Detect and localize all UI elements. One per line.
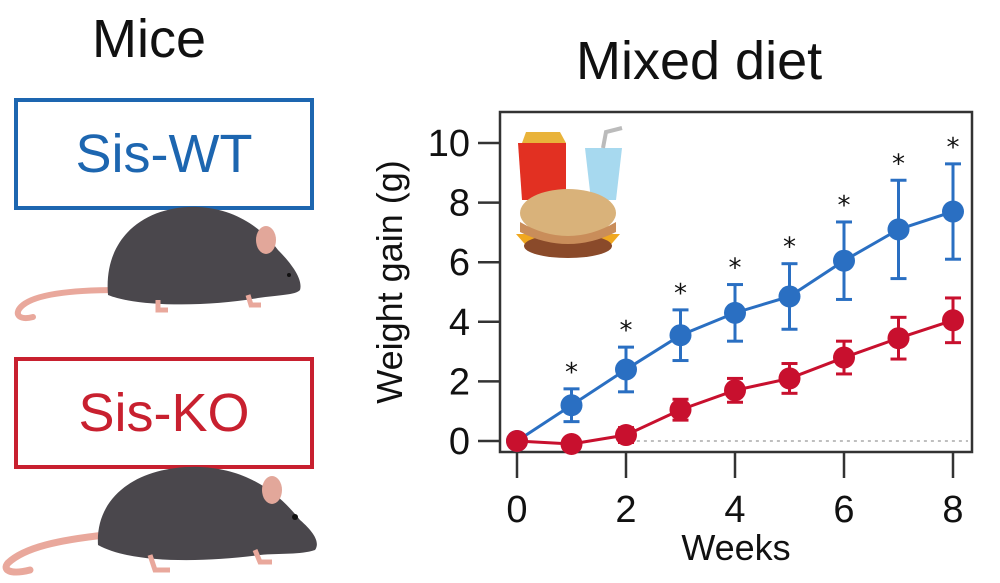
x-tick-label: 6 — [833, 489, 854, 531]
y-tick-label: 10 — [428, 123, 470, 165]
data-point — [506, 430, 528, 452]
y-tick-label: 0 — [449, 421, 470, 463]
data-point — [560, 394, 583, 417]
x-tick-label: 2 — [615, 489, 636, 531]
data-point — [724, 301, 746, 324]
mouse-ko-icon — [2, 466, 317, 576]
mice-title: Mice — [92, 9, 207, 69]
data-point — [778, 285, 801, 308]
data-point — [942, 309, 964, 332]
data-point — [669, 324, 692, 347]
data-point — [887, 327, 910, 350]
significance-star: * — [565, 358, 578, 388]
chart-title: Mixed diet — [576, 31, 823, 91]
data-point — [833, 346, 855, 369]
data-point — [560, 432, 583, 455]
significance-star: * — [674, 279, 687, 309]
data-point — [942, 200, 964, 223]
significance-star: * — [838, 191, 851, 221]
significance-star: * — [620, 316, 633, 346]
significance-star: * — [947, 133, 960, 163]
series-sis-wt: * * * * * * * * — [506, 133, 964, 452]
data-point — [669, 398, 692, 421]
x-tick-label: 4 — [724, 489, 745, 531]
mouse-wt-icon — [14, 206, 301, 321]
significance-star: * — [892, 149, 905, 179]
x-axis-label: Weeks — [681, 527, 790, 568]
sis-wt-label-box: Sis-WT — [14, 98, 314, 210]
x-tick-label: 8 — [942, 489, 963, 531]
y-tick-label: 2 — [449, 361, 470, 403]
series-sis-ko — [506, 296, 964, 455]
y-tick-label: 8 — [449, 183, 470, 225]
data-point — [724, 379, 746, 402]
y-tick-label: 4 — [449, 302, 470, 344]
x-tick-label: 0 — [506, 489, 527, 531]
y-axis-label: Weight gain (g) — [369, 160, 410, 403]
y-tick-label: 6 — [449, 242, 470, 284]
data-point — [778, 367, 801, 390]
data-point — [833, 249, 855, 272]
significance-star: * — [729, 254, 742, 284]
data-point — [615, 424, 637, 447]
sis-wt-label: Sis-WT — [75, 124, 253, 184]
fast-food-icon — [516, 126, 623, 258]
data-point — [887, 218, 910, 241]
sis-ko-label: Sis-KO — [78, 383, 250, 443]
sis-ko-label-box: Sis-KO — [14, 357, 314, 469]
significance-star: * — [783, 233, 796, 263]
data-point — [615, 358, 637, 381]
